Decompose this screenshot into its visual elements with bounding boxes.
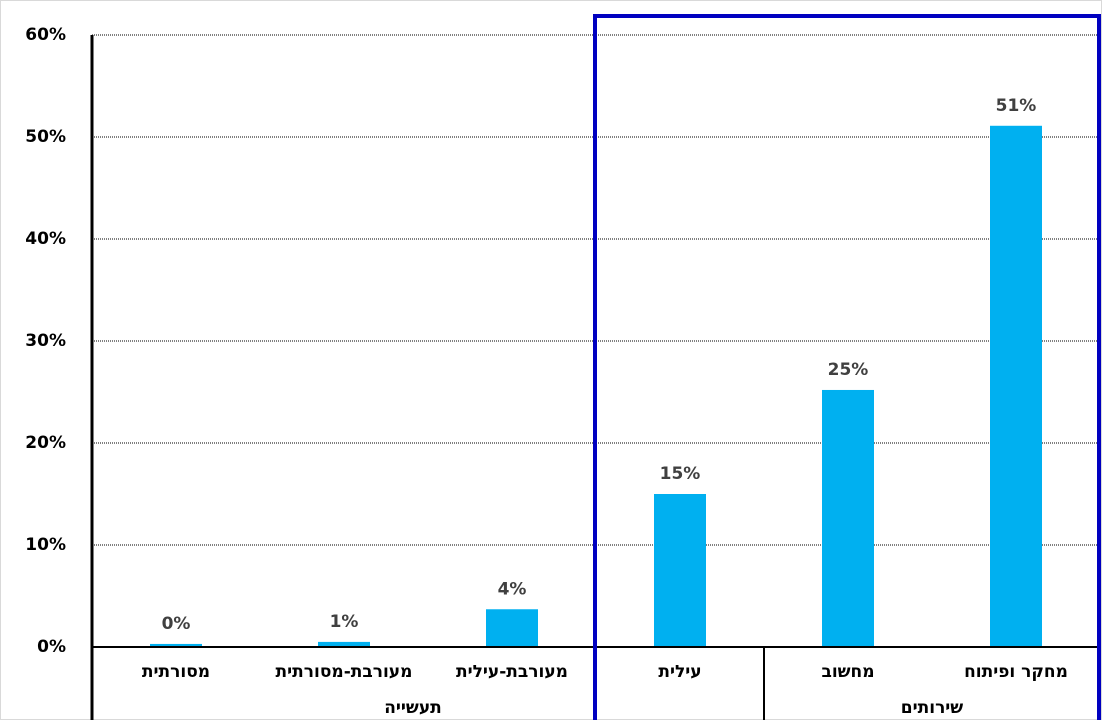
group-label: תעשייה <box>384 698 442 718</box>
value-label: 25% <box>828 360 869 380</box>
bar <box>990 125 1042 647</box>
y-tick-label: 30% <box>25 331 66 351</box>
bar <box>822 389 874 647</box>
x-tick-label: מעורבת-מסורתית <box>276 662 413 682</box>
y-tick-label: 60% <box>25 25 66 45</box>
x-tick-label: מחקר ופיתוח <box>964 662 1068 682</box>
value-label: 15% <box>660 464 701 484</box>
highlight-box <box>593 14 1101 720</box>
group-label: שירותים <box>901 698 964 718</box>
y-tick-label: 0% <box>37 637 66 657</box>
y-tick-label: 40% <box>25 229 66 249</box>
bar <box>150 643 202 647</box>
bar <box>654 494 706 647</box>
value-label: 4% <box>498 579 527 599</box>
y-tick-label: 10% <box>25 535 66 555</box>
value-label: 51% <box>996 96 1037 116</box>
bar <box>486 609 538 647</box>
value-label: 0% <box>162 614 191 634</box>
y-tick-label: 50% <box>25 127 66 147</box>
value-label: 1% <box>330 612 359 632</box>
y-tick-label: 20% <box>25 433 66 453</box>
x-tick-label: מחשוב <box>821 662 874 682</box>
x-tick-label: מעורבת-עילית <box>456 662 568 682</box>
bar <box>318 641 370 647</box>
x-tick-label: עילית <box>658 662 701 682</box>
x-tick-label: מסורתית <box>142 662 210 682</box>
